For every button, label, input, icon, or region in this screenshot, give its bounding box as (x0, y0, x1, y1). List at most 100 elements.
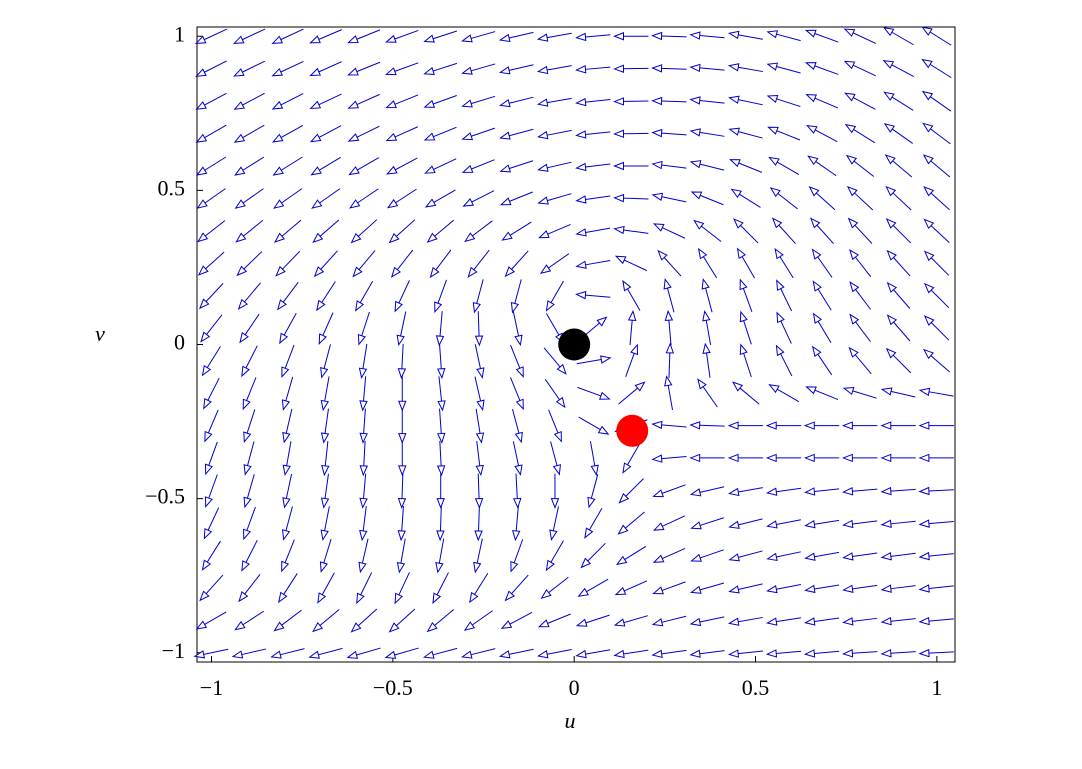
arrow-shaft (814, 488, 840, 492)
vector-arrow (312, 219, 340, 244)
vector-arrow (309, 29, 342, 44)
arrow-head (194, 35, 207, 45)
vector-arrow (618, 381, 646, 405)
arrow-shaft (242, 60, 266, 73)
arrow-shaft (662, 547, 686, 560)
arrow-shaft (546, 97, 572, 104)
vector-arrow (499, 128, 534, 140)
arrow-shaft (930, 225, 950, 244)
arrow-shaft (928, 553, 954, 557)
arrow-head (599, 391, 611, 400)
arrow-shaft (434, 609, 455, 626)
vector-arrow (197, 251, 225, 276)
arrow-head (241, 560, 250, 572)
vector-arrow (390, 249, 414, 278)
arrow-head (923, 250, 935, 262)
arrow-shaft (548, 576, 569, 594)
arrow-shaft (544, 378, 560, 401)
arrow-head (627, 309, 637, 322)
vector-arrow (234, 156, 265, 176)
arrow-shaft (738, 616, 763, 623)
vector-arrow (921, 58, 952, 79)
arrow-shaft (433, 189, 456, 203)
vector-arrow (733, 218, 759, 244)
arrow-head (504, 590, 516, 602)
vector-arrow (536, 32, 572, 42)
vector-arrow (918, 584, 954, 593)
arrow-head (423, 132, 436, 141)
vector-arrow (664, 309, 674, 346)
arrow-shaft (780, 320, 792, 344)
arrow-shaft (357, 219, 378, 237)
arrow-head (849, 313, 860, 325)
arrow-shaft (511, 250, 529, 270)
arrow-shaft (439, 343, 442, 369)
vector-arrow (195, 124, 227, 143)
arrow-shaft (661, 581, 686, 591)
arrow-head (537, 619, 550, 628)
vector-arrow (923, 315, 950, 341)
vector-arrow (923, 250, 950, 276)
vector-arrow (544, 378, 566, 409)
arrow-head (423, 66, 435, 75)
vector-arrow (436, 473, 445, 509)
vector-arrow (575, 290, 611, 300)
arrow-shaft (356, 93, 380, 105)
arrow-shaft (357, 188, 379, 204)
vector-arrow (271, 93, 304, 110)
equilibrium-point (558, 328, 591, 361)
vector-arrow (462, 190, 495, 207)
vector-arrow (613, 32, 649, 41)
arrow-head (689, 160, 702, 169)
arrow-head (689, 585, 702, 594)
vector-arrow (426, 609, 455, 633)
arrow-head (272, 199, 285, 209)
arrow-shaft (550, 441, 558, 466)
arrow-shaft (280, 28, 304, 41)
arrow-head (880, 421, 892, 430)
vector-arrow (883, 91, 914, 111)
vector-arrow (883, 123, 913, 144)
vector-arrow (348, 157, 380, 176)
vector-arrow (651, 615, 687, 627)
vector-arrow (882, 27, 914, 46)
vector-arrow (776, 279, 793, 312)
vector-arrow (359, 440, 369, 477)
x-tick-label: 1 (931, 675, 942, 700)
vector-arrow (550, 473, 560, 509)
arrow-head (271, 133, 284, 143)
arrow-shaft (207, 377, 220, 401)
vector-arrow (194, 28, 228, 45)
arrow-head (318, 333, 327, 345)
arrow-shaft (244, 282, 261, 303)
arrow-head (651, 420, 663, 430)
vector-arrow (317, 572, 335, 604)
vector-arrow (545, 280, 564, 312)
arrow-head (311, 199, 323, 209)
arrow-head (575, 290, 587, 300)
arrow-head (358, 561, 367, 574)
vector-arrow (537, 193, 572, 205)
arrow-shaft (855, 321, 871, 343)
arrow-shaft (436, 572, 449, 596)
arrow-head (423, 99, 436, 108)
vector-arrow (886, 281, 911, 309)
vector-arrow (804, 62, 839, 75)
arrow-head (727, 421, 739, 430)
arrow-head (271, 100, 284, 110)
vector-arrow (575, 65, 611, 74)
vector-arrow (625, 343, 639, 377)
arrow-shaft (585, 66, 611, 70)
arrow-head (921, 90, 934, 101)
arrow-shaft (738, 99, 763, 106)
arrow-shaft (623, 580, 648, 592)
vector-arrow (281, 539, 295, 573)
vector-arrow (467, 249, 490, 278)
arrow-shaft (853, 97, 876, 110)
arrow-head (690, 521, 702, 530)
vector-arrow (690, 517, 724, 530)
arrow-head (233, 133, 246, 143)
vector-arrow (697, 247, 718, 279)
arrow-shaft (740, 225, 759, 244)
vector-arrow (652, 547, 686, 563)
